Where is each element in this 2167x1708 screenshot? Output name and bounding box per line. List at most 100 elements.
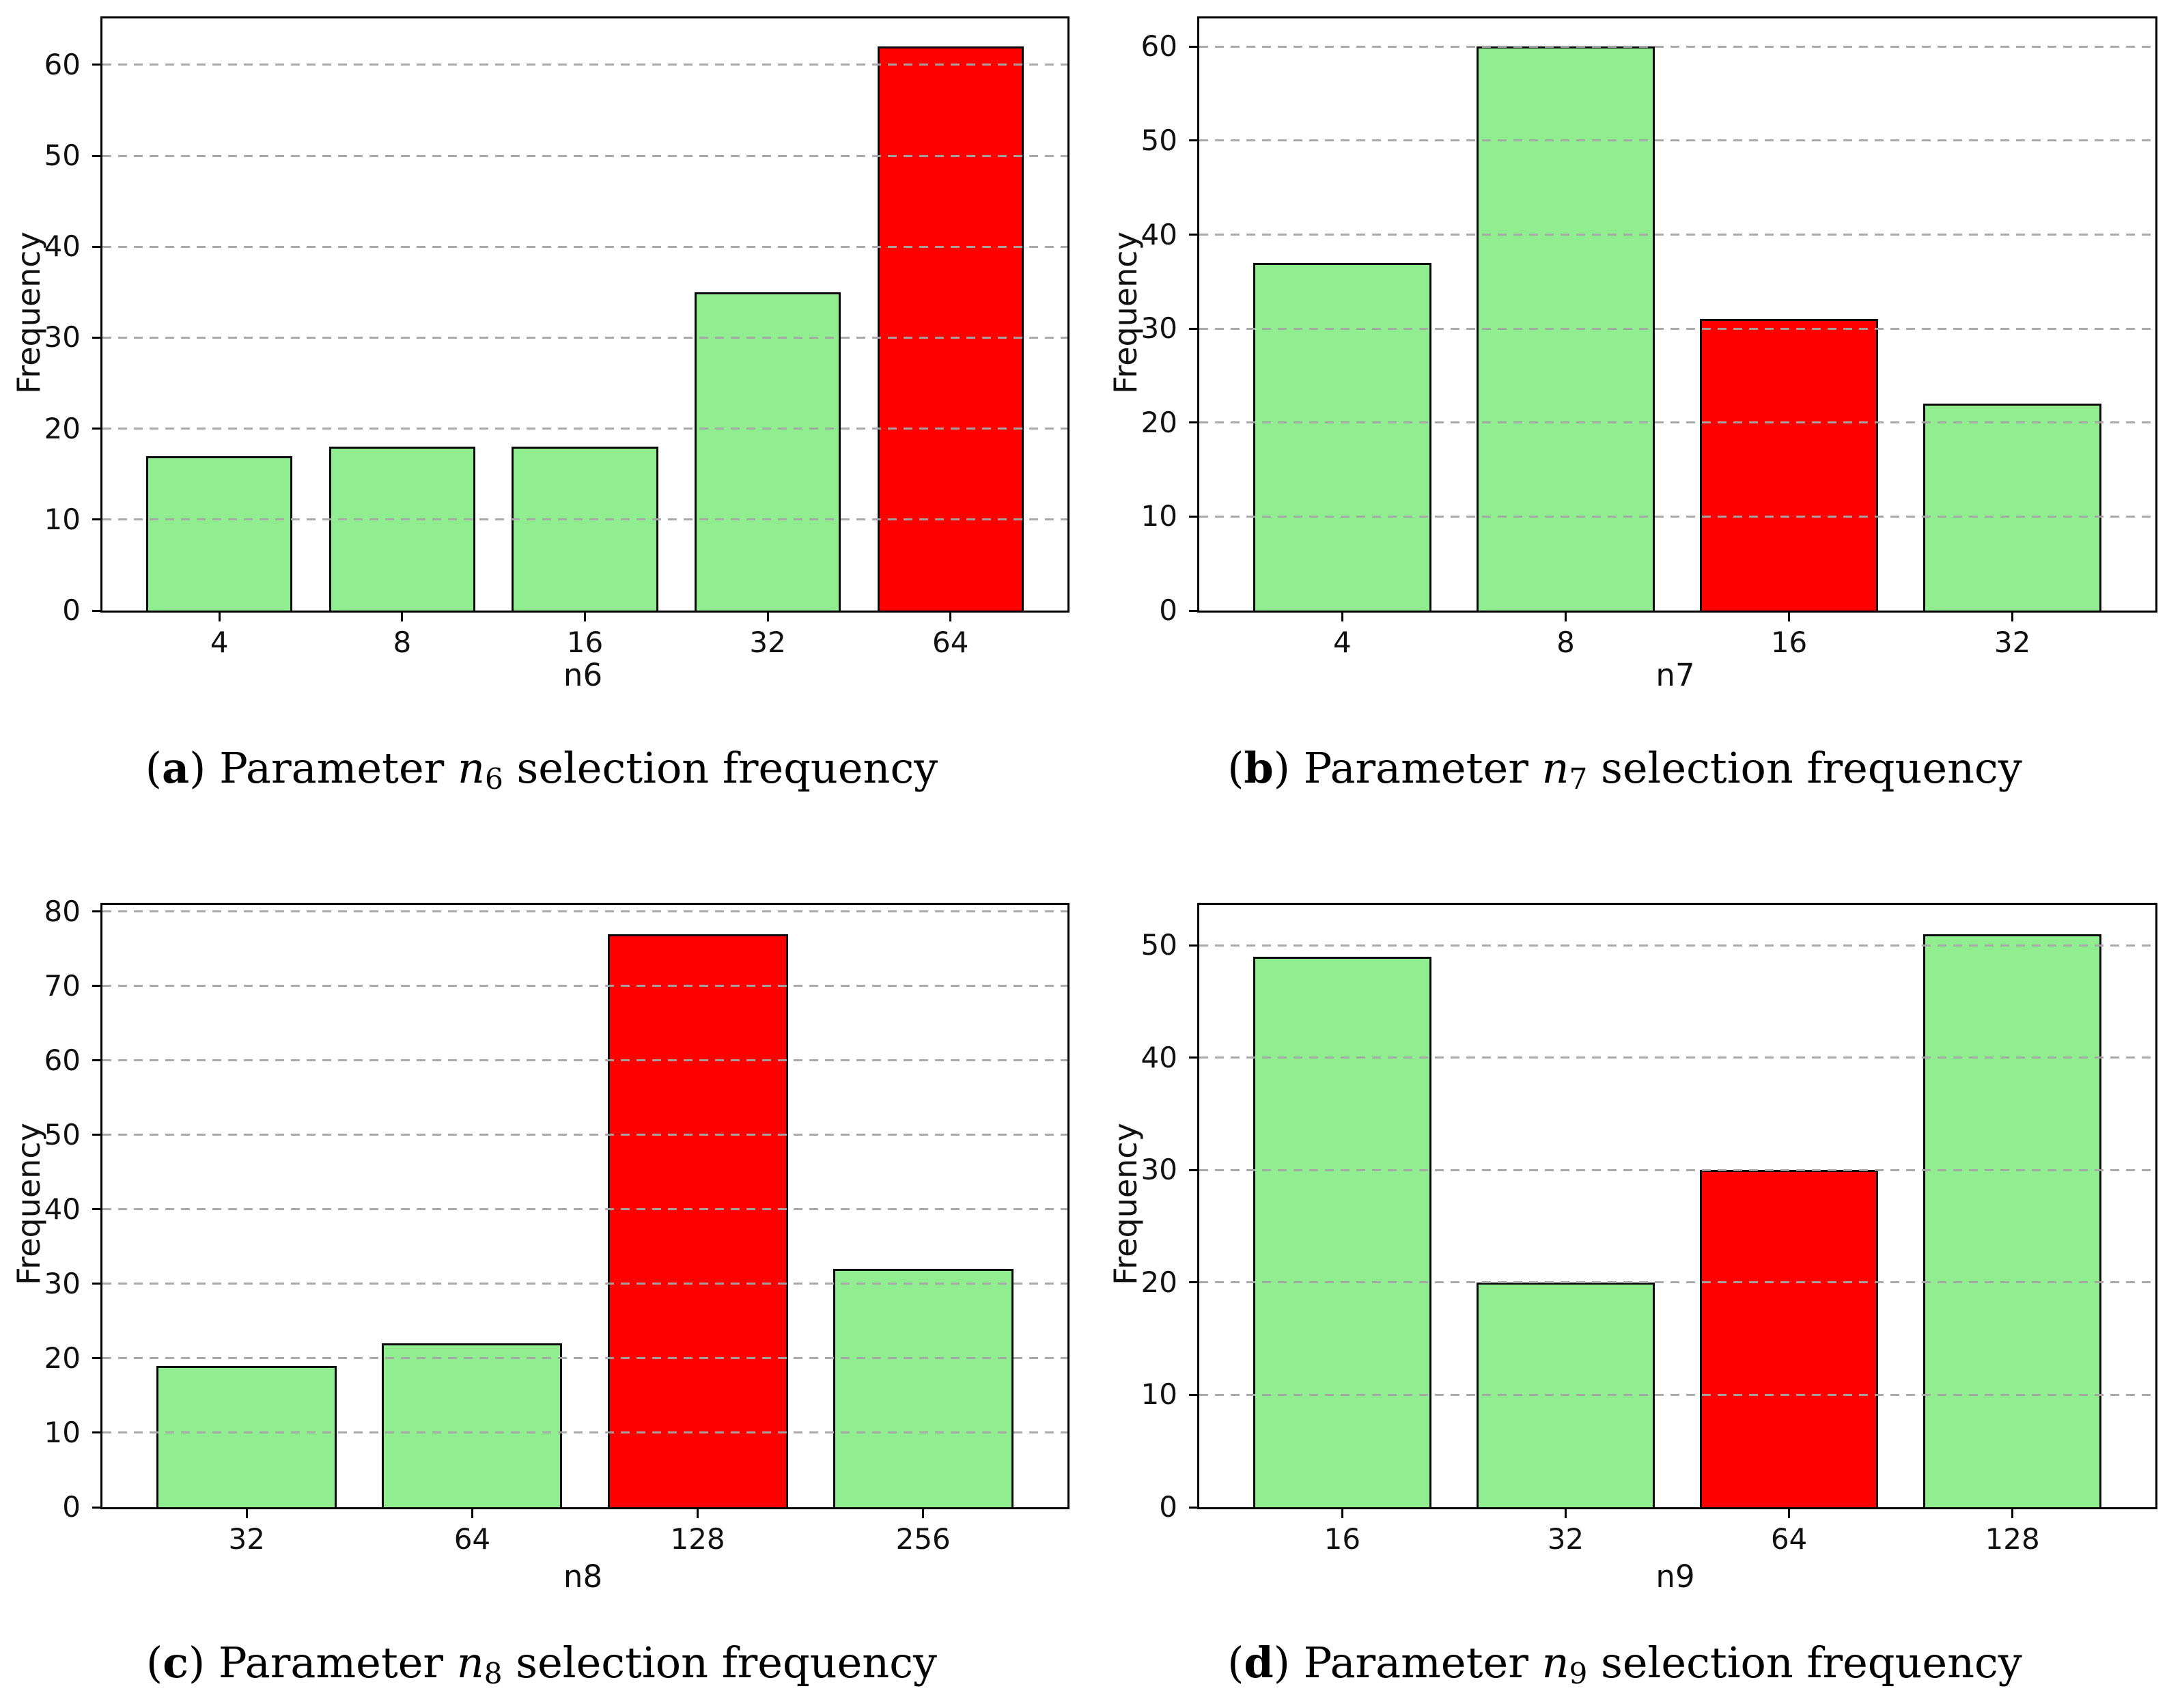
grid-line: [1199, 327, 2155, 330]
bar: [833, 1269, 1013, 1507]
y-tick-label: 60: [44, 47, 81, 81]
y-tick-label: 10: [44, 1415, 81, 1449]
x-tick-label: 4: [210, 626, 229, 659]
y-tick-label: 70: [44, 968, 81, 1003]
grid-line: [102, 64, 1067, 66]
y-tick-label: 0: [1159, 1490, 1177, 1524]
bar: [146, 456, 293, 611]
y-tick-label: 0: [62, 593, 81, 627]
x-tick-label: 16: [1770, 626, 1808, 659]
caption-letter: b: [1244, 743, 1274, 793]
y-tick-mark: [1189, 421, 1197, 424]
grid-line: [102, 1059, 1067, 1062]
y-tick-label: 50: [44, 1117, 81, 1151]
subfigure-caption-a: (a) Parameter n6 selection frequency: [0, 743, 1083, 796]
y-tick-label: 10: [1141, 499, 1177, 533]
y-tick-mark: [92, 609, 100, 612]
grid-line: [1199, 421, 2155, 424]
x-tick-mark: [1564, 613, 1567, 621]
bar: [1253, 956, 1432, 1507]
bar: [382, 1343, 563, 1507]
x-tick-mark: [1788, 1509, 1791, 1518]
y-tick-label: 50: [1141, 928, 1177, 962]
subfigure-caption-d: (d) Parameter n9 selection frequency: [1083, 1638, 2166, 1691]
caption-tail-text: selection frequency: [503, 743, 938, 793]
caption-letter: d: [1244, 1638, 1274, 1688]
y-tick-mark: [1189, 1281, 1197, 1284]
grid-line: [102, 1208, 1067, 1211]
bar: [328, 447, 475, 611]
y-tick-label: 50: [1141, 123, 1177, 157]
x-tick-mark: [949, 613, 952, 621]
x-tick-mark: [766, 613, 769, 621]
bar: [607, 934, 788, 1507]
subfigure-d: Frequency 0 10 20 30 40 50 16 32 64 128 n9 (d) Pa…: [1083, 854, 2166, 1707]
bar: [156, 1365, 337, 1507]
caption-param-symbol: n: [458, 743, 485, 793]
grid-line: [102, 910, 1067, 913]
y-tick-label: 40: [1141, 1040, 1177, 1074]
y-tick-mark: [1189, 234, 1197, 236]
plot-area-c: 0 10 20 30 40 50 60 70 80 32 64 128 256: [44, 896, 1069, 1554]
caption-tail-text: selection frequency: [1587, 1638, 2022, 1688]
x-tick-mark: [2011, 1509, 2014, 1518]
x-tick-mark: [218, 613, 221, 621]
plot-area-a: 0 10 20 30 40 50 60 4 8 16 32 64: [44, 16, 1069, 658]
grid-line: [1199, 1056, 2155, 1059]
y-tick-mark: [92, 336, 100, 339]
x-tick-mark: [922, 1509, 925, 1518]
caption-paren-open: (: [145, 743, 162, 793]
caption-mid-text: ) Parameter: [188, 1638, 457, 1688]
y-tick-label: 20: [44, 411, 81, 445]
grid-line: [102, 1283, 1067, 1285]
caption-param-symbol: n: [456, 1638, 484, 1688]
x-tick-label: 16: [566, 626, 604, 659]
y-tick-label: 30: [44, 320, 81, 354]
caption-param-subscript: 9: [1569, 1657, 1588, 1691]
x-tick-mark: [584, 613, 586, 621]
x-tick-mark: [401, 613, 404, 621]
bar: [1253, 262, 1432, 611]
y-tick-label: 40: [44, 229, 81, 264]
grid-line: [102, 985, 1067, 988]
bar: [877, 46, 1024, 611]
y-tick-mark: [1189, 609, 1197, 612]
grid-line: [102, 245, 1067, 248]
y-tick-label: 20: [1141, 1265, 1177, 1299]
subfigure-caption-c: (c) Parameter n8 selection frequency: [0, 1638, 1083, 1690]
caption-param-subscript: 7: [1569, 762, 1588, 796]
plot-area-b: 0 10 20 30 40 50 60 4 8 16 32: [1141, 16, 2157, 658]
grid-line: [1199, 139, 2155, 142]
y-tick-mark: [92, 154, 100, 157]
subfigure-a: Frequency 0 10 20 30 40 50 60 4 8 16 32 64 n6 (a) P…: [0, 0, 1083, 854]
y-tick-label: 30: [1141, 1153, 1177, 1187]
grid-line: [1199, 45, 2155, 48]
x-tick-mark: [1341, 613, 1343, 621]
y-tick-label: 40: [1141, 217, 1177, 251]
y-tick-label: 40: [44, 1192, 81, 1226]
grid-line: [102, 1357, 1067, 1360]
x-tick-label: 8: [1556, 626, 1575, 659]
y-tick-mark: [92, 428, 100, 430]
y-tick-mark: [92, 910, 100, 913]
subfigure-c: Frequency 0 10 20 30 40 50 60 70 80 32 64 128 256 n8…: [0, 854, 1083, 1707]
x-tick-label: 256: [895, 1522, 951, 1556]
y-tick-label: 0: [1159, 593, 1177, 627]
caption-paren-open: (: [145, 1638, 163, 1688]
caption-param-symbol: n: [1541, 1638, 1569, 1688]
y-tick-label: 10: [44, 502, 81, 536]
y-tick-label: 20: [1141, 405, 1177, 439]
y-axis-label: Frequency: [1107, 1123, 1144, 1285]
caption-param-symbol: n: [1541, 743, 1569, 793]
y-tick-mark: [92, 985, 100, 988]
x-tick-label: 4: [1332, 626, 1352, 659]
caption-mid-text: ) Parameter: [1273, 743, 1542, 793]
y-tick-label: 80: [44, 894, 81, 928]
x-tick-mark: [1341, 1509, 1343, 1518]
y-tick-mark: [92, 1357, 100, 1360]
x-tick-label: 16: [1324, 1522, 1361, 1556]
x-axis-label: n8: [563, 1558, 603, 1595]
x-tick-label: 8: [393, 626, 412, 659]
x-axis-label: n7: [1655, 657, 1695, 693]
y-tick-mark: [92, 64, 100, 66]
